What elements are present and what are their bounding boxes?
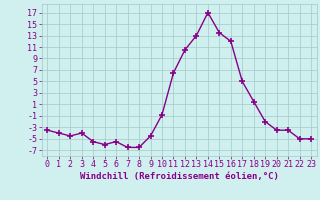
X-axis label: Windchill (Refroidissement éolien,°C): Windchill (Refroidissement éolien,°C) (80, 172, 279, 181)
